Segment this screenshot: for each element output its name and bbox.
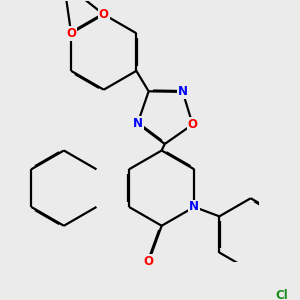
Text: O: O xyxy=(66,27,76,40)
Text: O: O xyxy=(99,8,109,21)
Text: Cl: Cl xyxy=(276,290,288,300)
Text: N: N xyxy=(178,85,188,98)
Text: N: N xyxy=(189,200,199,213)
Text: N: N xyxy=(133,117,142,130)
Text: O: O xyxy=(188,118,198,131)
Text: O: O xyxy=(144,255,154,268)
